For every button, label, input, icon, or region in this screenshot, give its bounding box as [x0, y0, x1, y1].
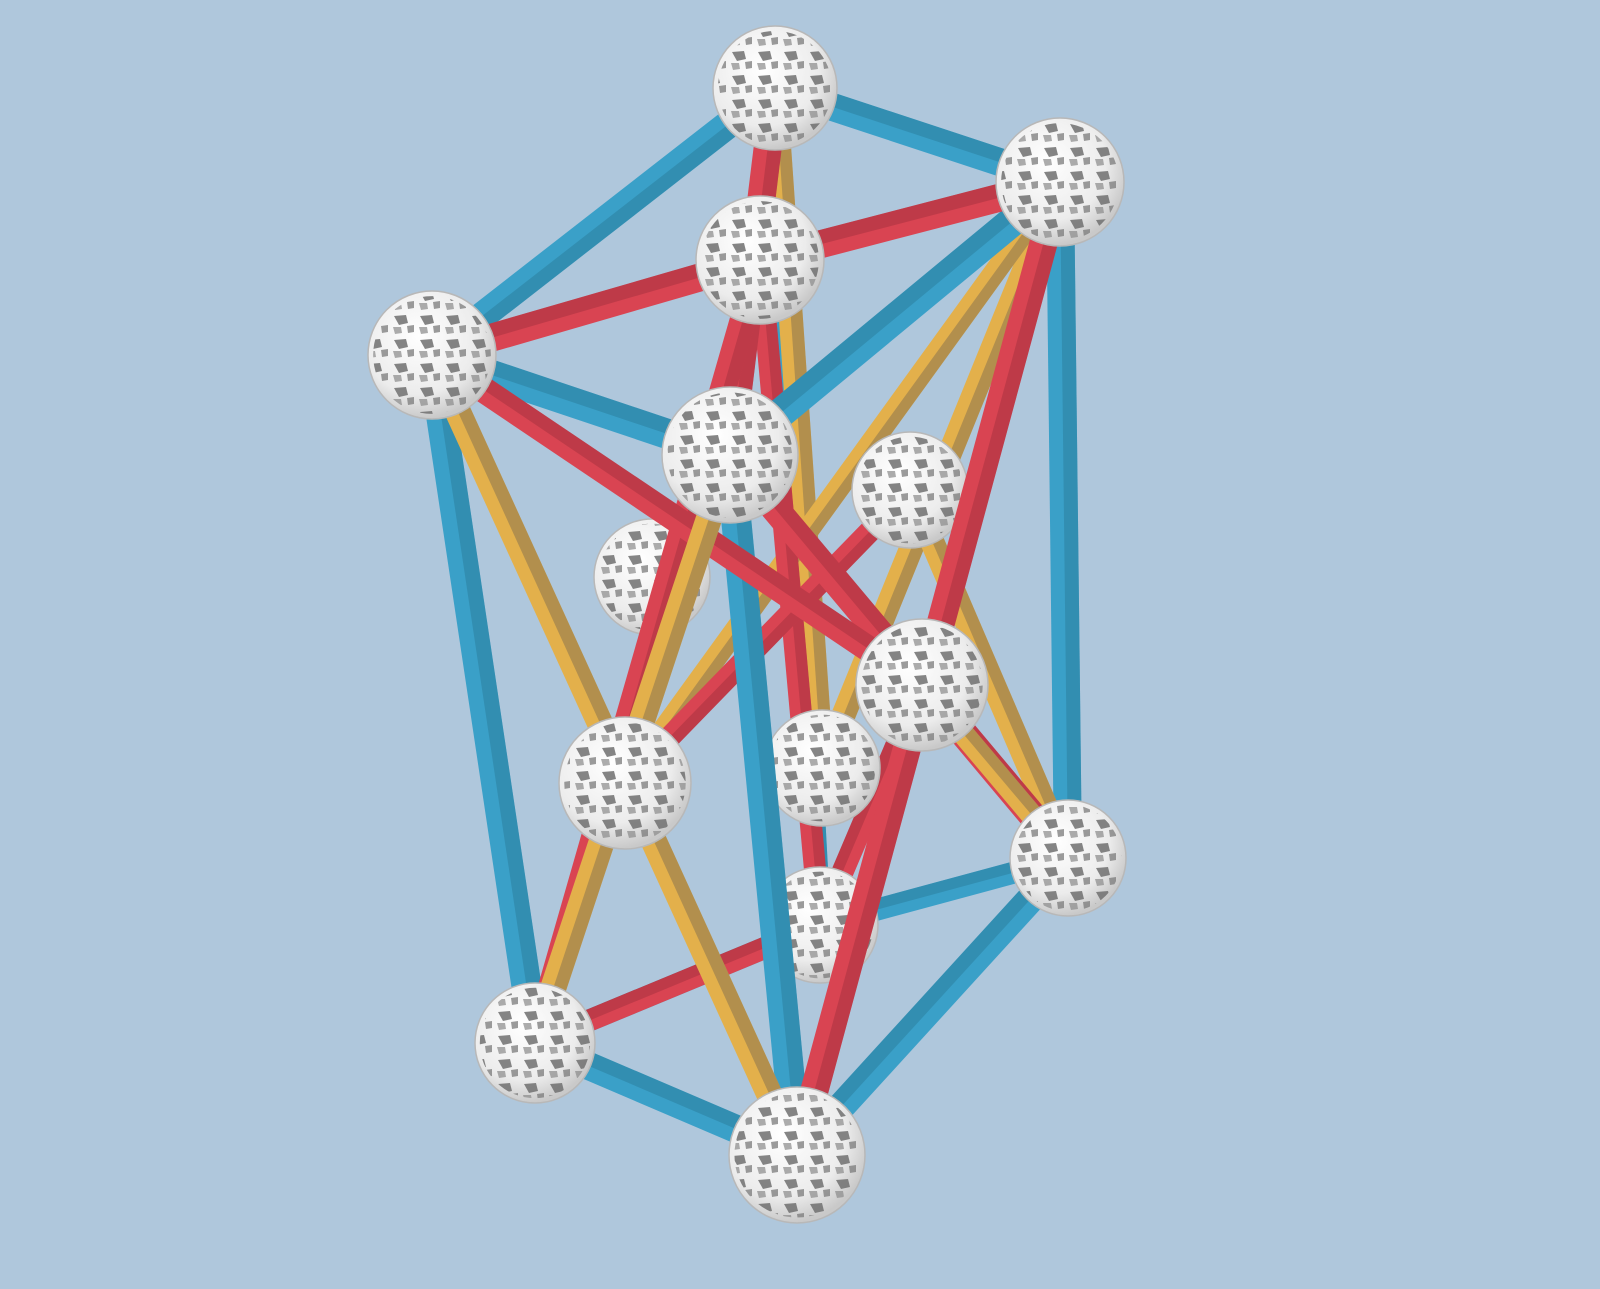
connector-ball-B3 [728, 1086, 866, 1224]
connector-ball-T4 [695, 195, 825, 325]
connector-ball-L2 [558, 716, 692, 850]
strut-T3-T4 [428, 246, 764, 369]
connector-ball-M1 [855, 618, 989, 752]
connector-ball-R1 [851, 431, 969, 549]
strut-BM-B1 [817, 847, 1071, 936]
connector-ball-C [661, 386, 799, 524]
strut-T3-C [427, 340, 735, 470]
front-balls-layer [367, 25, 1127, 1224]
strut-C-B3 [715, 453, 812, 1157]
strut-R1-L2 [617, 482, 918, 791]
connector-ball-B1 [1009, 799, 1127, 917]
strut-T3-B2 [417, 352, 550, 1046]
connector-ball-T3 [367, 290, 497, 420]
strut-T1-T2 [770, 74, 1065, 196]
connector-ball-B2 [474, 982, 596, 1104]
strut-T2-B1 [1046, 181, 1082, 859]
strut-B2-BM [530, 914, 825, 1054]
strut-B3-B1 [786, 848, 1079, 1165]
strut-C-T2 [720, 170, 1070, 467]
strut-T4-T2 [756, 168, 1064, 274]
strut-T3-M1 [424, 344, 930, 696]
connector-ball-T2 [995, 117, 1125, 247]
strut-T1-T3 [423, 76, 784, 367]
connector-ball-M2 [763, 709, 881, 827]
connector-ball-T1 [712, 25, 838, 151]
